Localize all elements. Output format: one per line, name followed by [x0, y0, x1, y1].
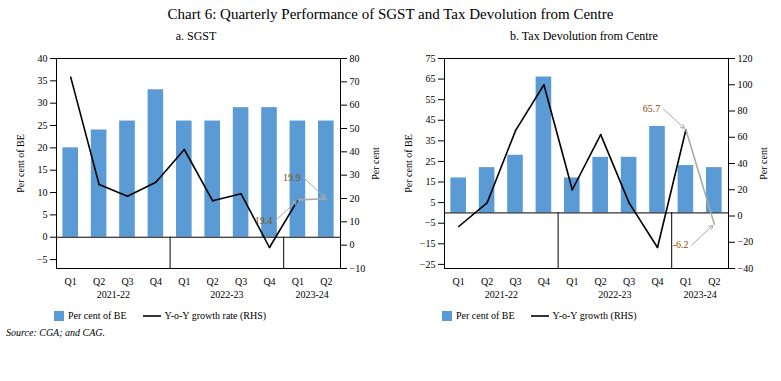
svg-text:35: 35 — [426, 135, 436, 146]
svg-text:2021-22: 2021-22 — [97, 289, 130, 300]
svg-text:Q2: Q2 — [207, 276, 219, 287]
svg-text:80: 80 — [350, 53, 360, 64]
svg-text:Q2: Q2 — [320, 276, 332, 287]
svg-text:Q2: Q2 — [595, 276, 607, 287]
svg-text:5: 5 — [431, 197, 436, 208]
svg-text:0: 0 — [43, 231, 48, 242]
svg-text:Q3: Q3 — [235, 276, 247, 287]
svg-text:2022-23: 2022-23 — [210, 289, 243, 300]
svg-text:40: 40 — [738, 158, 748, 169]
svg-text:Q2: Q2 — [93, 276, 105, 287]
svg-text:Per cent: Per cent — [370, 147, 381, 180]
svg-text:Q3: Q3 — [121, 276, 133, 287]
svg-text:45: 45 — [426, 114, 436, 125]
svg-text:Q1: Q1 — [566, 276, 578, 287]
svg-text:120: 120 — [738, 53, 753, 64]
svg-text:−5: −5 — [37, 254, 48, 265]
svg-text:−10: −10 — [350, 263, 366, 274]
html-text:Chart 6: Quarterly Performance: Chart 6: Quarterly Performance of SGST a… — [167, 6, 614, 22]
svg-text:65: 65 — [426, 73, 436, 84]
svg-text:70: 70 — [350, 76, 360, 87]
svg-text:Q4: Q4 — [150, 276, 162, 287]
svg-text:Q1: Q1 — [292, 276, 304, 287]
svg-text:Q4: Q4 — [263, 276, 275, 287]
svg-text:Q4: Q4 — [651, 276, 663, 287]
svg-text:Per cent: Per cent — [758, 147, 769, 180]
svg-text:40: 40 — [38, 53, 48, 64]
html-text:Y-o-Y growth rate (RHS): Y-o-Y growth rate (RHS) — [164, 310, 267, 321]
svg-text:60: 60 — [738, 131, 748, 142]
svg-text:−25: −25 — [420, 259, 436, 270]
svg-text:Q2: Q2 — [481, 276, 493, 287]
svg-text:10: 10 — [38, 187, 48, 198]
svg-text:Q1: Q1 — [178, 276, 190, 287]
svg-text:40: 40 — [350, 146, 360, 157]
svg-text:Q1: Q1 — [65, 276, 77, 287]
svg-text:20: 20 — [738, 184, 748, 195]
svg-text:50: 50 — [350, 123, 360, 134]
html-text:Source: CGA; and CAG.: Source: CGA; and CAG. — [6, 327, 106, 338]
svg-text:Q2: Q2 — [708, 276, 720, 287]
svg-text:65.7: 65.7 — [643, 103, 661, 114]
svg-text:Q3: Q3 — [623, 276, 635, 287]
svg-text:2022-23: 2022-23 — [598, 289, 631, 300]
svg-text:15: 15 — [426, 176, 436, 187]
svg-text:−20: −20 — [738, 236, 754, 247]
svg-text:Q3: Q3 — [509, 276, 521, 287]
svg-text:0: 0 — [350, 239, 355, 250]
svg-text:−5: −5 — [425, 217, 436, 228]
svg-text:Per cent of BE: Per cent of BE — [15, 134, 26, 193]
svg-text:Q1: Q1 — [680, 276, 692, 287]
svg-text:80: 80 — [738, 105, 748, 116]
svg-text:30: 30 — [350, 169, 360, 180]
svg-text:Q1: Q1 — [453, 276, 465, 287]
html-text:Y-o-Y growth (RHS): Y-o-Y growth (RHS) — [552, 310, 637, 321]
svg-text:25: 25 — [38, 120, 48, 131]
svg-text:19.9: 19.9 — [283, 172, 301, 183]
svg-text:75: 75 — [426, 53, 436, 64]
html-text:Per cent of BE: Per cent of BE — [68, 310, 127, 321]
svg-text:2023-24: 2023-24 — [295, 289, 328, 300]
svg-text:5: 5 — [43, 209, 48, 220]
svg-text:-6.2: -6.2 — [673, 239, 689, 250]
svg-text:10: 10 — [350, 216, 360, 227]
svg-text:35: 35 — [38, 75, 48, 86]
svg-text:19.4: 19.4 — [255, 215, 273, 226]
svg-text:2021-22: 2021-22 — [485, 289, 518, 300]
svg-text:20: 20 — [38, 142, 48, 153]
svg-text:−15: −15 — [420, 238, 436, 249]
svg-text:15: 15 — [38, 164, 48, 175]
svg-text:2023-24: 2023-24 — [683, 289, 716, 300]
svg-text:Q4: Q4 — [538, 276, 550, 287]
svg-text:Per cent of BE: Per cent of BE — [403, 134, 414, 193]
html-text:Per cent of BE: Per cent of BE — [456, 310, 515, 321]
html-text:a. SGST: a. SGST — [175, 29, 217, 43]
svg-text:60: 60 — [350, 99, 360, 110]
html-text:b. Tax Devolution from Centre: b. Tax Devolution from Centre — [510, 29, 658, 43]
svg-text:20: 20 — [350, 193, 360, 204]
svg-text:55: 55 — [426, 94, 436, 105]
svg-text:100: 100 — [738, 79, 753, 90]
svg-text:30: 30 — [38, 97, 48, 108]
svg-text:25: 25 — [426, 156, 436, 167]
svg-text:−40: −40 — [738, 263, 754, 274]
svg-text:0: 0 — [738, 210, 743, 221]
